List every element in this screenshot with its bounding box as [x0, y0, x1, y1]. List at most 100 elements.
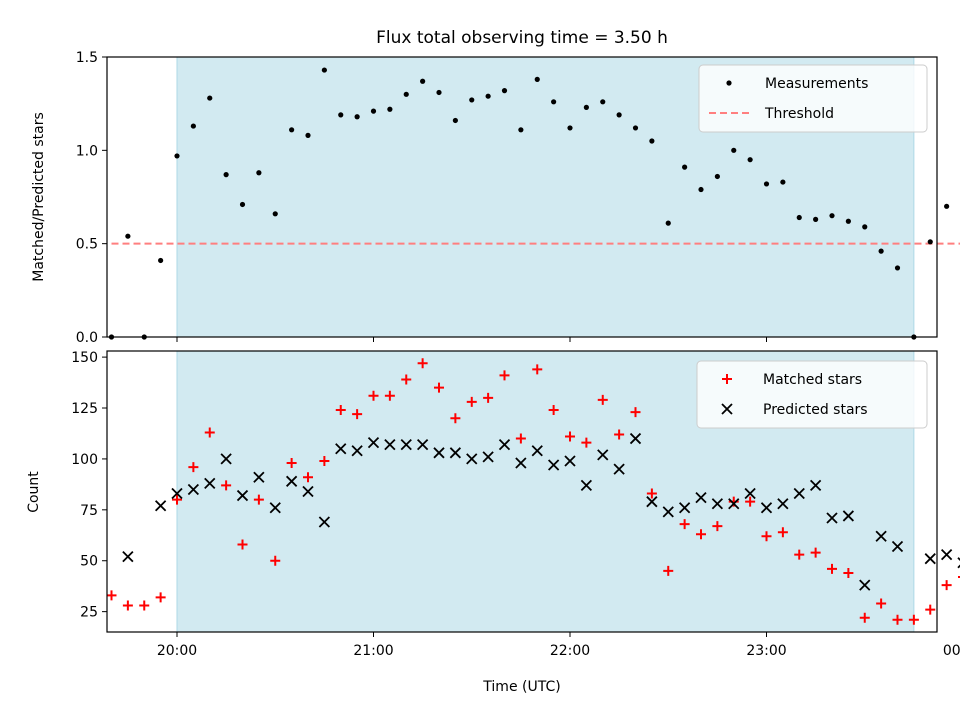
measurement-point [272, 211, 278, 217]
y-tick-label: 125 [71, 401, 98, 417]
matched-star-point [761, 531, 772, 542]
measurement-point [845, 218, 851, 224]
matched-star-point [876, 598, 887, 609]
matched-star-point [417, 358, 428, 369]
matched-star-point [843, 567, 854, 578]
matched-star-point [499, 370, 510, 381]
x-tick-label: 23:00 [746, 643, 786, 659]
measurement-point [125, 233, 131, 239]
matched-star-point [581, 437, 592, 448]
predicted-star-point [826, 512, 838, 524]
predicted-star-point [154, 500, 167, 512]
predicted-star-point [351, 445, 363, 457]
predicted-star-point [924, 553, 936, 565]
matched-star-point [728, 496, 739, 507]
x-tick-label: 20:00 [157, 643, 197, 659]
matched-star-point [237, 539, 248, 550]
predicted-star-point [269, 502, 281, 514]
measurement-point [796, 214, 802, 221]
measurement-point [682, 164, 688, 170]
matched-star-point [106, 590, 117, 601]
predicted-star-point [678, 502, 691, 514]
measurement-point [747, 157, 753, 163]
matched-star-point [450, 413, 461, 424]
x-axis-label: Time (UTC) [482, 679, 560, 695]
bottom-y-axis: 25 50 75 100 125 150 [71, 350, 107, 621]
measurement-point [289, 127, 295, 133]
matched-star-point [401, 374, 412, 385]
y-tick-label: 1.5 [76, 50, 98, 66]
matched-star-point [384, 390, 395, 401]
measurement-point [944, 203, 950, 209]
predicted-star-point [646, 496, 658, 508]
matched-star-point [270, 555, 281, 566]
predicted-star-point [449, 447, 462, 459]
predicted-star-point [253, 471, 265, 483]
predicted-star-point [875, 530, 887, 542]
predicted-star-point [204, 477, 216, 489]
measurement-point [207, 95, 213, 101]
predicted-star-point [613, 463, 625, 475]
predicted-star-point [433, 447, 445, 459]
measurement-point [485, 93, 491, 99]
predicted-star-point [777, 498, 789, 510]
matched-star-point [663, 565, 674, 576]
matched-star-point [827, 563, 837, 574]
matched-star-point [532, 364, 543, 375]
matched-star-point [892, 614, 903, 625]
matched-star-point [794, 549, 805, 560]
measurement-point [501, 88, 508, 94]
bottom-plot-marks [106, 358, 960, 625]
matched-star-point [204, 427, 215, 438]
predicted-star-point [597, 449, 609, 461]
measurement-point [239, 201, 246, 208]
measurement-point [256, 170, 262, 176]
bottom-y-axis-label: Count [26, 471, 42, 513]
matched-star-point [139, 600, 150, 611]
predicted-star-point [122, 551, 134, 563]
measurement-point [649, 138, 655, 144]
x-tick-label: 21:00 [353, 643, 393, 659]
predicted-star-point [662, 506, 674, 518]
legend-box [698, 64, 928, 133]
predicted-star-point [859, 579, 871, 591]
matched-star-point [188, 462, 199, 473]
matched-star-point [221, 480, 232, 491]
legend-label: Measurements [765, 76, 868, 92]
y-tick-label: 100 [71, 452, 98, 468]
legend-label: Predicted stars [763, 402, 868, 418]
measurement-point [567, 125, 573, 131]
matched-star-point [810, 547, 821, 558]
measurement-point [632, 125, 639, 131]
matched-star-point [253, 494, 264, 505]
top-axes-frame [106, 56, 938, 338]
y-tick-label: 0.5 [76, 237, 98, 253]
matched-star-point [630, 407, 641, 418]
predicted-star-point [466, 453, 478, 465]
legend-marker [721, 403, 733, 415]
measurement-point [813, 216, 819, 222]
measurement-point [894, 265, 901, 271]
predicted-star-point [220, 453, 232, 465]
predicted-star-point [498, 439, 511, 451]
matched-star-point [515, 433, 526, 444]
predicted-star-point [285, 475, 298, 487]
measurement-point [518, 127, 524, 133]
predicted-star-point [629, 432, 642, 445]
x-tick-label: 22:00 [550, 643, 590, 659]
matched-star-point [303, 472, 313, 483]
matched-star-point [335, 405, 346, 416]
measurement-point [190, 123, 196, 129]
matched-star-point [122, 600, 133, 611]
predicted-star-point [335, 443, 347, 455]
matched-star-point [777, 527, 788, 538]
y-tick-label: 75 [80, 503, 98, 519]
measurement-point [436, 89, 442, 96]
measurement-point [321, 67, 327, 73]
measurement-point [862, 224, 868, 230]
measurement-point [387, 106, 393, 112]
bottom-axes-frame [106, 350, 938, 633]
predicted-star-point [809, 479, 822, 492]
